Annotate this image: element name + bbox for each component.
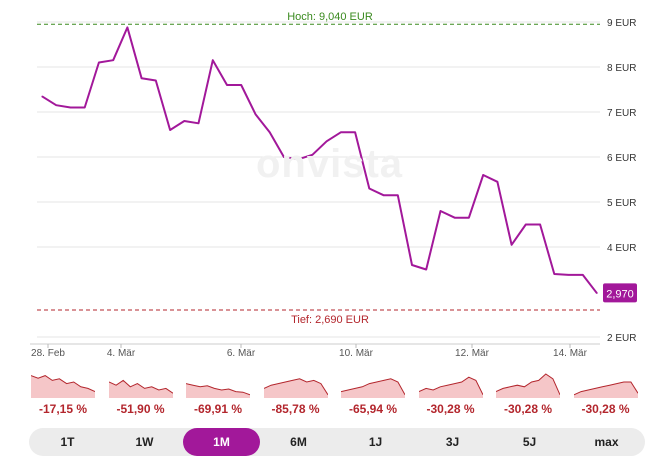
price-point: [112, 59, 114, 61]
price-point: [326, 140, 328, 142]
mini-chart: -51,90 %: [106, 364, 176, 424]
period-tab-3j[interactable]: 3J: [445, 435, 460, 449]
price-point: [411, 264, 413, 266]
mini-chart: -69,91 %: [183, 364, 253, 424]
price-point: [382, 194, 385, 196]
price-point: [397, 194, 399, 196]
last-price-badge: [603, 283, 637, 303]
mini-sparkline: [263, 378, 328, 398]
y-tick-label: 5 EUR: [607, 198, 636, 209]
period-tab-6m[interactable]: 6M: [290, 435, 307, 449]
period-tab-1w[interactable]: 1W: [135, 435, 154, 449]
period-selector: 1T 1W 1M 6M 1J 3J 5J max: [29, 428, 645, 456]
period-tab-max[interactable]: max: [594, 435, 619, 449]
price-point: [582, 274, 584, 276]
price-point: [525, 223, 527, 226]
period-tab-5j[interactable]: 5J: [522, 435, 537, 449]
price-point: [155, 79, 157, 82]
price-point: [454, 217, 456, 219]
mini-sparkline: [31, 375, 95, 398]
x-tick-label: 12. Mär: [455, 348, 490, 359]
mini-chart: -30,28 %: [493, 364, 563, 424]
price-point: [84, 106, 86, 109]
price-point: [511, 244, 513, 246]
price-point: [539, 223, 541, 226]
price-point: [141, 77, 143, 79]
mini-change-percent: -30,28 %: [581, 402, 630, 416]
period-tab-1t[interactable]: 1T: [60, 435, 75, 449]
period-tab-1m[interactable]: 1M: [183, 428, 260, 456]
price-point: [183, 120, 185, 122]
mini-chart: -17,15 %: [28, 364, 98, 424]
price-point: [41, 95, 43, 97]
mini-change-percent: -30,28 %: [426, 402, 475, 416]
high-label: Hoch: 9,040 EUR: [287, 11, 373, 23]
price-line: [41, 26, 598, 294]
price-point: [98, 61, 100, 64]
mini-sparkline: [573, 381, 638, 398]
x-tick-label: 4. Mär: [107, 348, 136, 359]
mini-chart: -85,78 %: [261, 364, 331, 424]
price-point: [468, 217, 470, 219]
price-point: [297, 158, 299, 160]
price-point: [269, 131, 271, 133]
mini-change-percent: -51,90 %: [116, 402, 165, 416]
price-point: [226, 84, 228, 86]
y-tick-label: 7 EUR: [607, 108, 636, 119]
mini-sparkline: [186, 383, 250, 398]
price-point: [126, 26, 128, 28]
price-point: [311, 154, 313, 156]
mini-change-percent: -69,91 %: [193, 402, 243, 416]
mini-chart-row: -17,15 % -51,90 % -69,91 % -85,78 % -65,94 %…: [28, 364, 640, 424]
y-tick-label: 6 EUR: [607, 153, 636, 164]
price-point: [567, 274, 570, 276]
mini-sparkline: [108, 379, 173, 398]
last-price-label: 2,970: [606, 288, 634, 300]
price-point: [425, 268, 427, 271]
x-tick-label: 10. Mär: [339, 348, 374, 359]
mini-sparkline: [418, 376, 483, 398]
price-point: [169, 129, 171, 131]
watermark-logo: onvista: [256, 142, 404, 186]
mini-sparkline: [341, 378, 405, 398]
price-point: [482, 174, 484, 176]
x-tick-label: 28. Feb: [31, 348, 65, 359]
mini-chart: -30,28 %: [571, 364, 641, 424]
price-point: [69, 106, 72, 109]
price-point: [496, 181, 498, 183]
price-point: [596, 292, 598, 294]
price-point: [354, 131, 356, 133]
mini-change-percent: -65,94 %: [348, 402, 398, 416]
price-point: [340, 131, 342, 133]
price-point: [212, 59, 214, 61]
price-point: [439, 210, 442, 212]
price-point: [254, 113, 257, 115]
price-point: [240, 84, 242, 86]
mini-chart: -30,28 %: [416, 364, 486, 424]
y-tick-label: 4 EUR: [607, 243, 636, 254]
y-tick-label: 8 EUR: [607, 63, 636, 74]
mini-chart: -65,94 %: [338, 364, 408, 424]
mini-sparkline: [496, 373, 560, 398]
mini-change-percent: -17,15 %: [38, 402, 88, 416]
price-point: [55, 104, 57, 106]
price-point: [197, 122, 200, 124]
low-label: Tief: 2,690 EUR: [291, 314, 369, 326]
period-tab-1j[interactable]: 1J: [368, 435, 383, 449]
mini-change-percent: -85,78 %: [271, 402, 320, 416]
x-tick-label: 6. Mär: [227, 348, 256, 359]
x-tick-label: 14. Mär: [553, 348, 588, 359]
mini-change-percent: -30,28 %: [503, 402, 553, 416]
price-chart: 9 EUR 8 EUR 7 EUR 6 EUR 5 EUR 4 EUR 2 EUR 28. F…: [30, 11, 637, 359]
price-point: [368, 187, 370, 190]
price-point: [553, 273, 555, 275]
y-tick-label: 2 EUR: [607, 333, 636, 344]
price-point: [283, 156, 285, 158]
y-tick-label: 9 EUR: [607, 18, 636, 29]
